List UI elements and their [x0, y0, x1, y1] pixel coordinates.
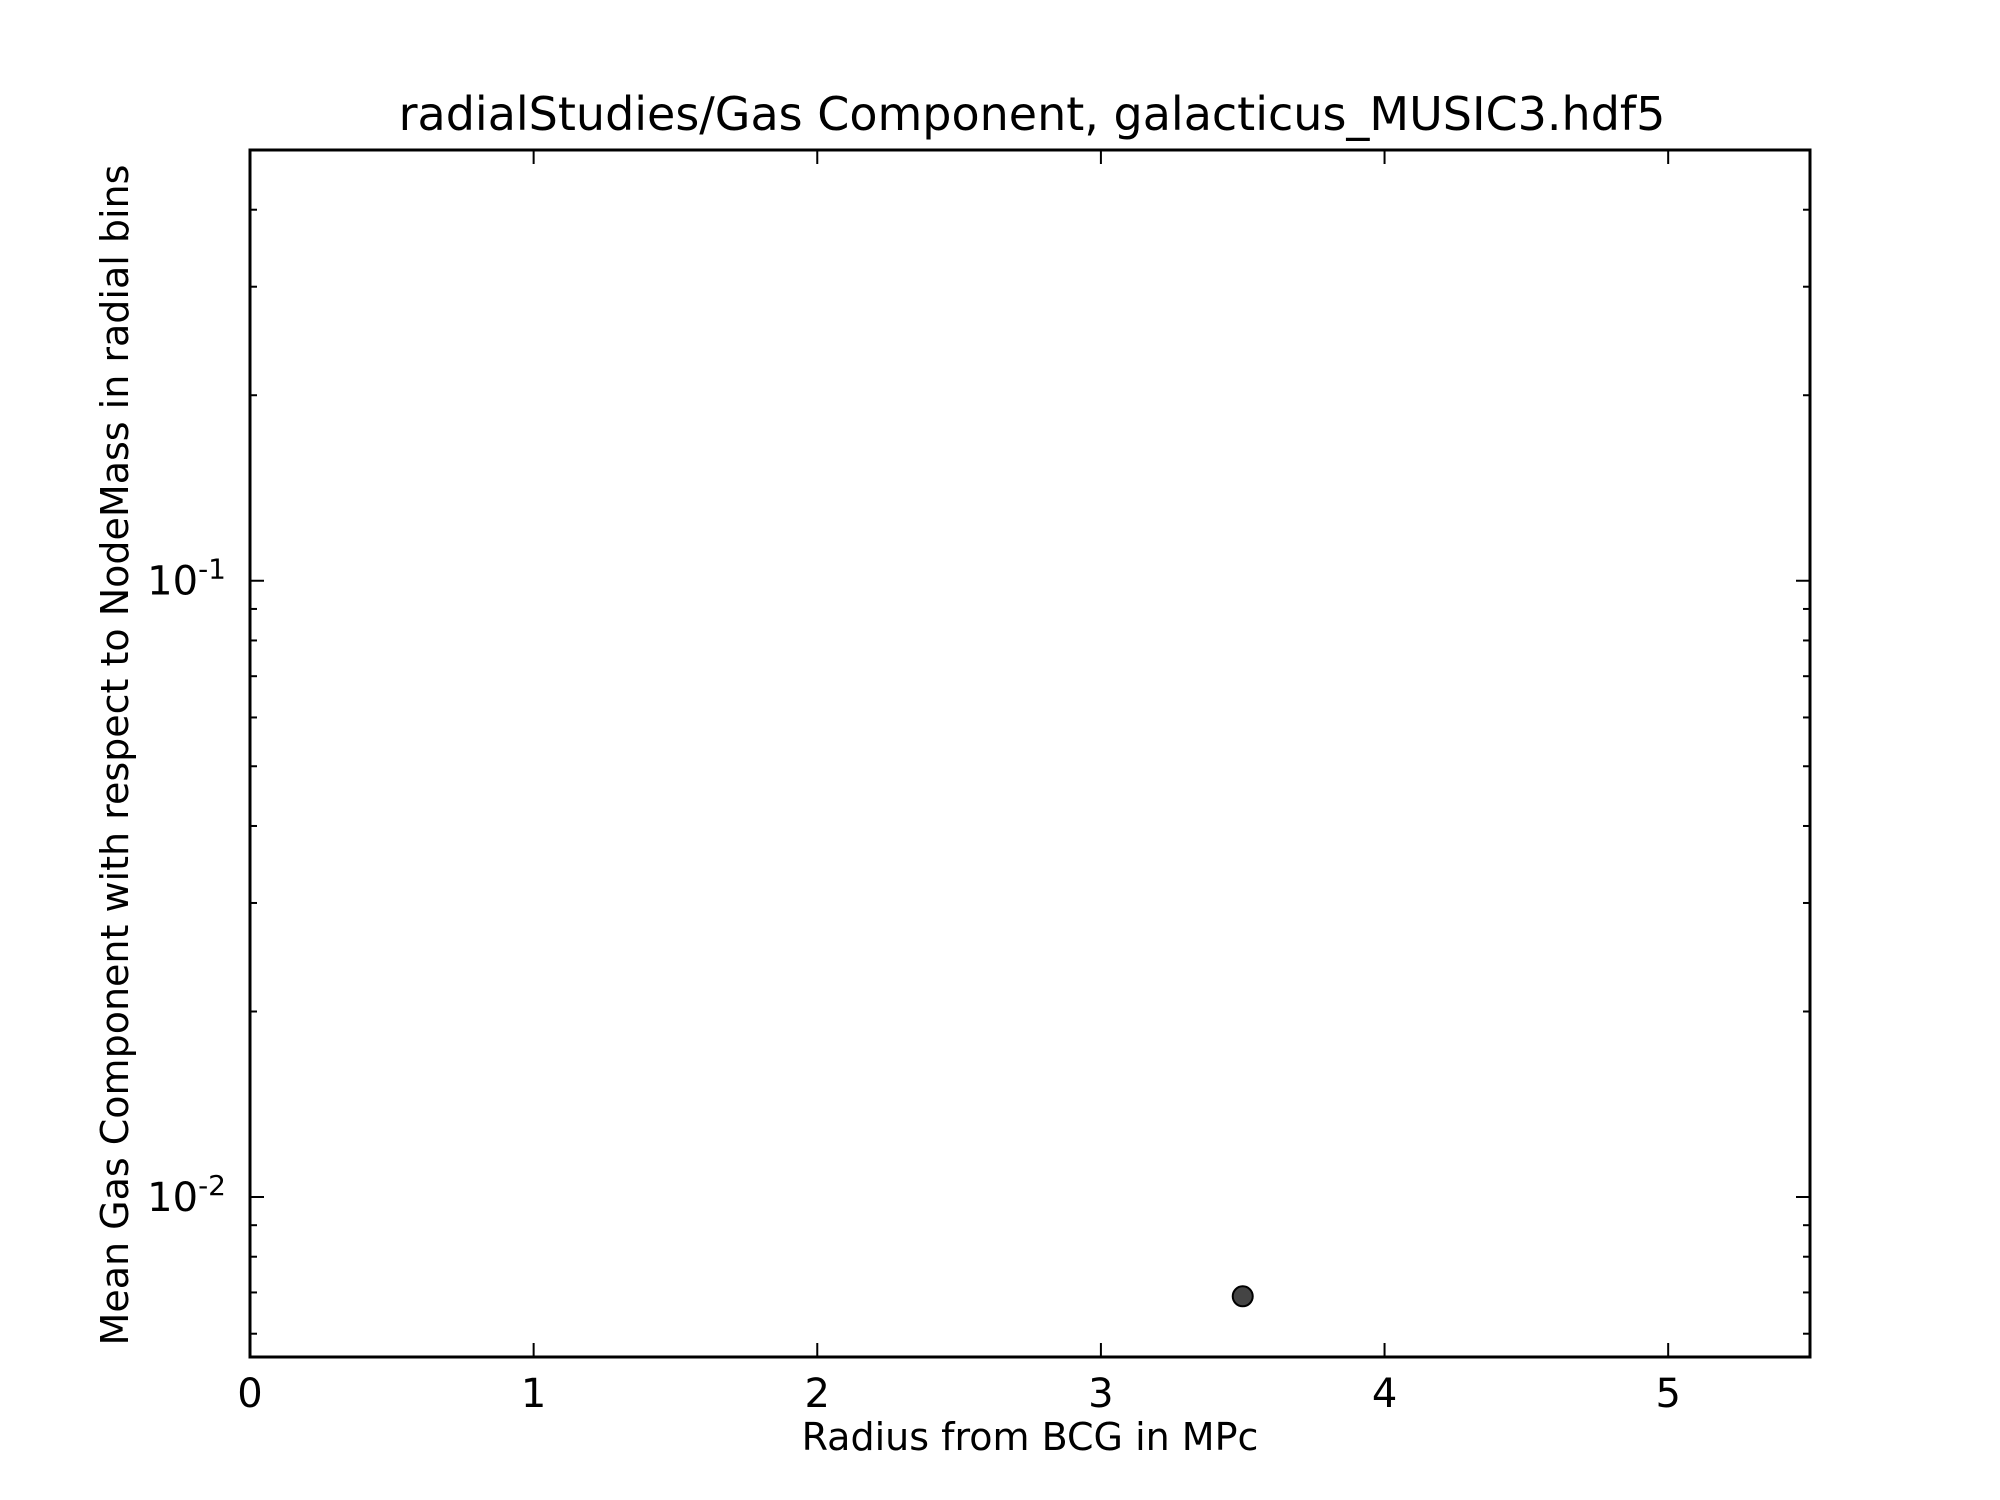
x-tick-label: 3	[1088, 1371, 1113, 1417]
x-tick-label: 0	[237, 1371, 262, 1417]
y-tick-label-base: 10	[147, 559, 198, 605]
y-axis-label: Mean Gas Component with respect to NodeM…	[93, 165, 137, 1346]
data-point	[1231, 1285, 1254, 1308]
y-tick-label: 10-1	[147, 553, 226, 605]
x-tick-label: 4	[1372, 1371, 1397, 1417]
y-tick-label: 10-2	[147, 1169, 226, 1221]
x-tick-label: 1	[521, 1371, 546, 1417]
y-tick-label-exponent: -2	[198, 1169, 226, 1202]
y-tick-label-exponent: -1	[198, 553, 226, 586]
tick-labels: 0 1 2 3 4 510-210-1	[147, 553, 1681, 1417]
x-tick-label: 2	[805, 1371, 830, 1417]
x-tick-label: 5	[1655, 1371, 1680, 1417]
y-tick-label-base: 10	[147, 1175, 198, 1221]
plot-frame	[248, 148, 1812, 1359]
chart-title: radialStudies/Gas Component, galacticus_…	[399, 87, 1666, 141]
data-points	[1231, 1285, 1254, 1308]
x-axis-label: Radius from BCG in MPc	[802, 1415, 1259, 1459]
